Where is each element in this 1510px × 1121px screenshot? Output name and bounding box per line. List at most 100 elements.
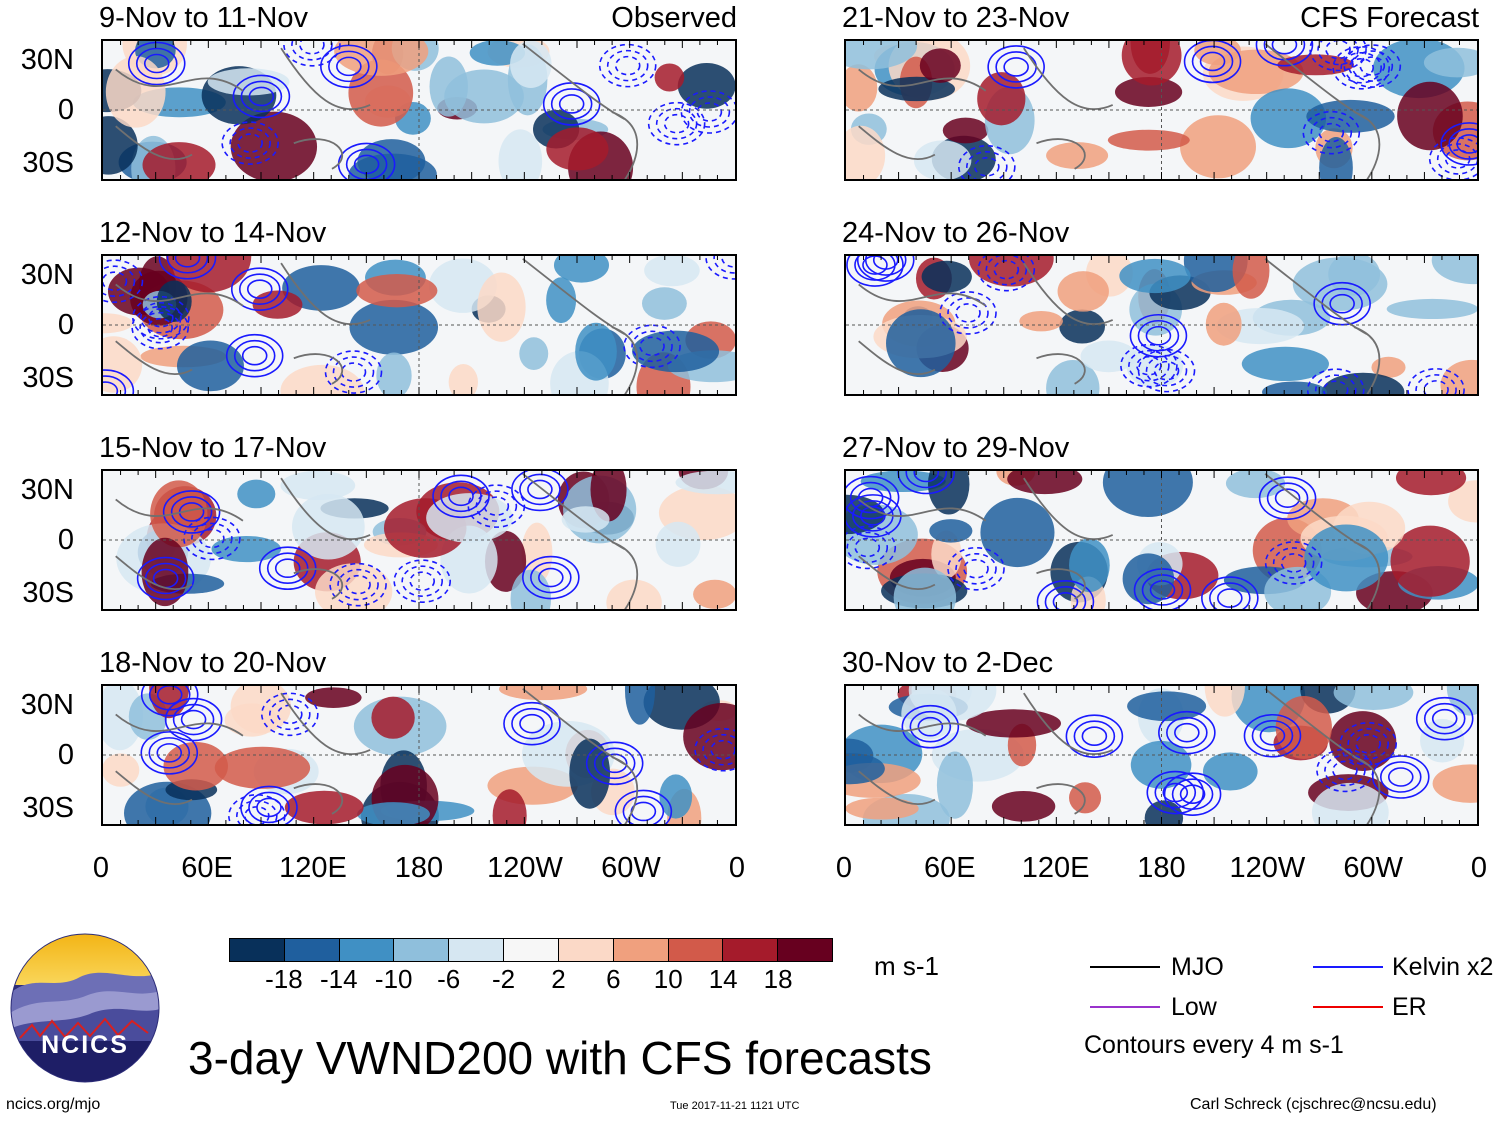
kelvin-contour <box>1158 710 1216 755</box>
anomaly-blob <box>575 322 617 381</box>
kelvin-contour <box>1036 580 1095 609</box>
anomaly-blob <box>1241 346 1329 382</box>
coastline <box>115 688 638 824</box>
anomaly-field <box>846 256 1477 394</box>
anomaly-blob <box>1292 257 1388 311</box>
colorbar-tick-label: 18 <box>763 964 793 994</box>
anomaly-blob <box>632 330 720 373</box>
kelvin-contour <box>958 145 1016 179</box>
colorbar-segment <box>230 939 284 961</box>
anomaly-blob <box>846 753 885 785</box>
kelvin-contour <box>283 41 341 67</box>
lat-tick-label: 30N <box>20 474 74 506</box>
anomaly-field <box>103 41 735 179</box>
anomaly-blob <box>176 340 244 392</box>
anomaly-blob <box>376 352 412 394</box>
lat-tick-label: 0 <box>57 309 74 341</box>
anomaly-field <box>846 471 1477 609</box>
panel-title: 24-Nov to 26-Nov <box>842 217 1070 249</box>
lon-tick-label: 60W <box>601 852 661 884</box>
kelvin-contour <box>1129 313 1188 358</box>
anomaly-blob <box>846 41 918 70</box>
kelvin-contour <box>614 789 673 824</box>
lon-tick-label: 180 <box>1137 852 1186 884</box>
anomaly-blob <box>1306 99 1395 133</box>
anomaly-blob <box>1275 695 1332 759</box>
anomaly-blob <box>644 256 700 287</box>
kelvin-contour <box>1137 348 1196 393</box>
website-link[interactable]: ncics.org/mjo <box>6 1096 101 1113</box>
anomaly-blob <box>1069 538 1110 593</box>
kelvin-contour <box>1306 368 1365 394</box>
panel-title: 9-Nov to 11-Nov <box>99 2 308 34</box>
anomaly-blob <box>142 142 216 179</box>
map-panel <box>101 469 737 611</box>
kelvin-contour <box>1302 110 1361 155</box>
anomaly-blob <box>921 260 972 293</box>
colorbar <box>229 938 833 962</box>
lat-tick-label: 0 <box>57 739 74 771</box>
anomaly-blob <box>1304 524 1389 592</box>
anomaly-blob <box>166 256 252 293</box>
kelvin-contour <box>705 256 735 280</box>
anomaly-blob <box>1386 298 1477 320</box>
anomaly-field <box>846 686 1477 824</box>
coastline <box>858 43 1381 179</box>
anomaly-blob <box>356 274 438 308</box>
anomaly-blob <box>477 272 526 342</box>
anomaly-blob <box>291 493 365 560</box>
anomaly-blob <box>444 69 524 124</box>
anomaly-blob <box>1121 41 1182 86</box>
colorbar-segment <box>448 939 504 961</box>
anomaly-blob <box>1102 471 1193 517</box>
author-credit: Carl Schreck (cjschrec@ncsu.edu) <box>1190 1096 1437 1113</box>
kelvin-contour <box>232 74 291 119</box>
coastline <box>115 473 638 609</box>
panel-title: 18-Nov to 20-Nov <box>99 647 327 679</box>
anomaly-blob <box>1183 256 1248 293</box>
colorbar-segment <box>557 939 613 961</box>
anomaly-blob <box>280 364 364 394</box>
anomaly-blob <box>655 521 701 567</box>
lat-tick-label: 30S <box>22 577 74 609</box>
coastline <box>115 258 638 394</box>
kelvin-contour <box>522 555 580 600</box>
lat-tick-label: 0 <box>57 94 74 126</box>
kelvin-contour <box>1146 770 1205 815</box>
kelvin-contour <box>1332 45 1390 90</box>
anomaly-blob <box>1395 471 1467 496</box>
kelvin-contour <box>221 121 279 165</box>
anomaly-blob <box>966 709 1062 738</box>
kelvin-contour <box>162 490 221 534</box>
legend-line-kelvin <box>1313 966 1383 968</box>
anomaly-blob <box>991 790 1056 822</box>
colorbar-tick-label: -2 <box>491 964 516 994</box>
anomaly-blob <box>1107 129 1190 151</box>
kelvin-contour <box>320 44 378 89</box>
kelvin-contour <box>183 516 241 561</box>
legend-line-er <box>1313 1006 1383 1008</box>
anomaly-blob <box>103 313 133 334</box>
map-panel <box>844 39 1479 181</box>
anomaly-blob <box>927 471 970 515</box>
kelvin-contour <box>694 727 735 772</box>
anomaly-blob <box>886 309 956 378</box>
colorbar-segment <box>777 939 832 961</box>
anomaly-blob <box>230 686 292 734</box>
lon-tick-label: 0 <box>1470 852 1488 884</box>
panel-title: 21-Nov to 23-Nov <box>842 2 1070 34</box>
anomaly-blob <box>1205 302 1242 346</box>
anomaly-blob <box>207 68 290 96</box>
anomaly-blob <box>156 280 192 323</box>
anomaly-blob <box>546 277 577 324</box>
anomaly-blob <box>510 41 552 88</box>
anomaly-blob <box>675 471 735 495</box>
kelvin-contour <box>140 731 199 775</box>
anomaly-blob <box>371 696 415 739</box>
anomaly-blob <box>1046 360 1100 394</box>
lat-tick-label: 0 <box>57 524 74 556</box>
anomaly-blob <box>1397 81 1463 151</box>
anomaly-blob <box>654 63 685 92</box>
lat-tick-label: 30N <box>20 259 74 291</box>
lat-tick-label: 30S <box>22 362 74 394</box>
